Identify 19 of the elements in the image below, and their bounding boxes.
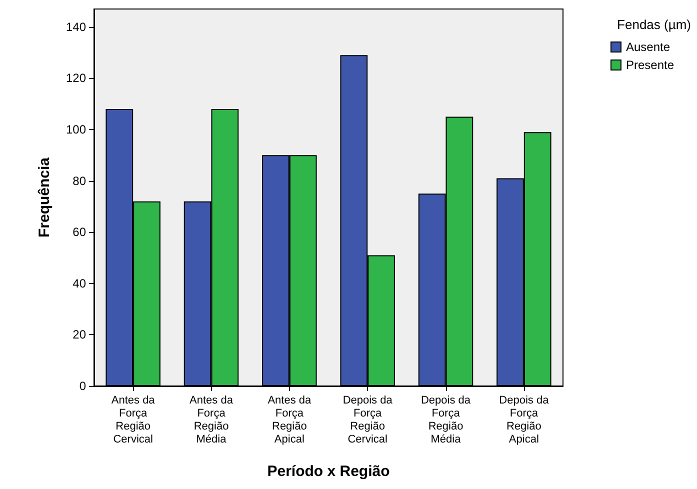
y-tick-label: 140 — [66, 20, 86, 34]
x-tick-label: Antes da Força Região Apical — [268, 394, 312, 446]
y-axis-title: Frequência — [36, 156, 53, 238]
x-tick-label: Depois da Força Região Média — [420, 394, 472, 446]
legend-label: Ausente — [626, 40, 670, 54]
legend-label: Presente — [626, 58, 674, 72]
x-tick-label: Antes da Força Região Média — [190, 394, 234, 446]
x-tick-label: Depois da Força Região Apical — [499, 394, 550, 446]
x-tick-label: Depois da Força Região Cervical — [342, 394, 394, 446]
x-axis-title: Período x Região — [267, 463, 390, 480]
x-tick-label: Antes da Força Região Cervical — [111, 394, 156, 446]
y-tick-label: 80 — [72, 174, 86, 188]
y-tick-label: 100 — [66, 122, 86, 137]
y-tick-label: 0 — [79, 379, 86, 393]
y-tick-label: 120 — [66, 71, 86, 86]
y-tick-label: 40 — [72, 276, 86, 290]
y-tick-label: 60 — [72, 225, 86, 240]
y-tick-label: 20 — [72, 328, 86, 342]
legend-title: Fendas (µm) — [617, 17, 692, 32]
